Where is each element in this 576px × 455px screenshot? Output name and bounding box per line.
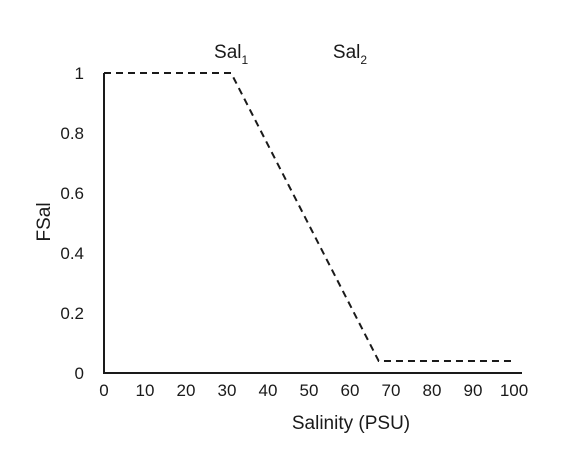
x-tick-label: 50 [300, 381, 319, 400]
y-tick-label: 0 [75, 364, 84, 383]
x-tick-label: 60 [341, 381, 360, 400]
series-layer [104, 72, 514, 362]
x-tick-label: 100 [500, 381, 528, 400]
x-tick-label: 20 [177, 381, 196, 400]
y-tick-label: 0.2 [60, 304, 84, 323]
x-tick-label: 10 [136, 381, 155, 400]
x-axis-label: Salinity (PSU) [292, 413, 410, 434]
annotation-label: Sal2 [333, 42, 367, 67]
annotations: Sal1 Sal2 [214, 42, 367, 67]
x-tick-label: 90 [464, 381, 483, 400]
y-axis-label: FSal [34, 202, 55, 241]
y-tick-labels: 0 0.2 0.4 0.6 0.8 1 [60, 64, 84, 383]
y-tick-label: 1 [75, 64, 84, 83]
series-line [104, 72, 514, 362]
y-tick-label: 0.8 [60, 124, 84, 143]
x-tick-label: 70 [382, 381, 401, 400]
axes [103, 73, 522, 374]
x-tick-label: 30 [218, 381, 237, 400]
annotation-label: Sal1 [214, 42, 248, 67]
x-tick-labels: 0 10 20 30 40 50 60 70 80 90 100 [99, 381, 528, 400]
x-tick-label: 40 [259, 381, 278, 400]
y-tick-label: 0.6 [60, 184, 84, 203]
y-tick-label: 0.4 [60, 244, 84, 263]
x-tick-label: 0 [99, 381, 108, 400]
x-tick-label: 80 [423, 381, 442, 400]
